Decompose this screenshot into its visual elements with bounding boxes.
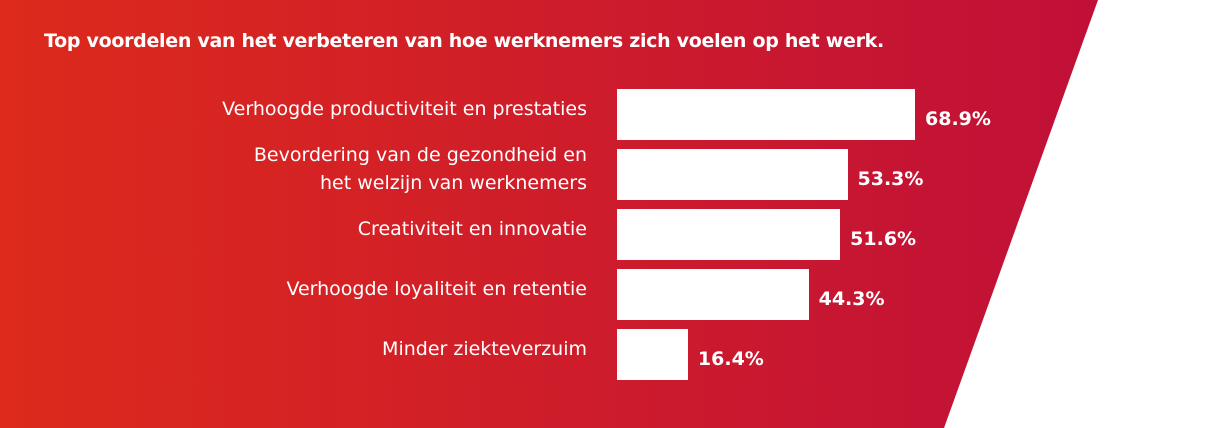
bar <box>617 209 841 260</box>
category-label-line: Verhoogde productiviteit en prestaties <box>222 97 587 120</box>
category-label-line: Creativiteit en innovatie <box>357 217 587 240</box>
bar <box>617 89 915 140</box>
value-label: 44.3% <box>818 287 885 310</box>
bar <box>617 329 688 380</box>
value-label: 51.6% <box>850 227 917 250</box>
category-label: Verhoogde loyaliteit en retentie <box>67 275 587 303</box>
category-label-line: Minder ziekteverzuim <box>382 337 587 360</box>
category-label: Verhoogde productiviteit en prestaties <box>67 95 587 123</box>
category-label: Bevordering van de gezondheid en het welz… <box>67 141 587 197</box>
category-label-line: Bevordering van de gezondheid en <box>253 143 587 166</box>
category-label: Minder ziekteverzuim <box>67 335 587 363</box>
category-label: Creativiteit en innovatie <box>67 215 587 243</box>
bar <box>617 149 848 200</box>
value-label: 53.3% <box>857 167 924 190</box>
value-label: 16.4% <box>697 347 764 370</box>
chart-title: Top voordelen van het verbeteren van hoe… <box>44 30 884 52</box>
bar <box>617 269 809 320</box>
category-label-line: Verhoogde loyaliteit en retentie <box>286 277 587 300</box>
value-label: 68.9% <box>925 107 991 130</box>
category-label-line: het welzijn van werknemers <box>320 171 587 194</box>
